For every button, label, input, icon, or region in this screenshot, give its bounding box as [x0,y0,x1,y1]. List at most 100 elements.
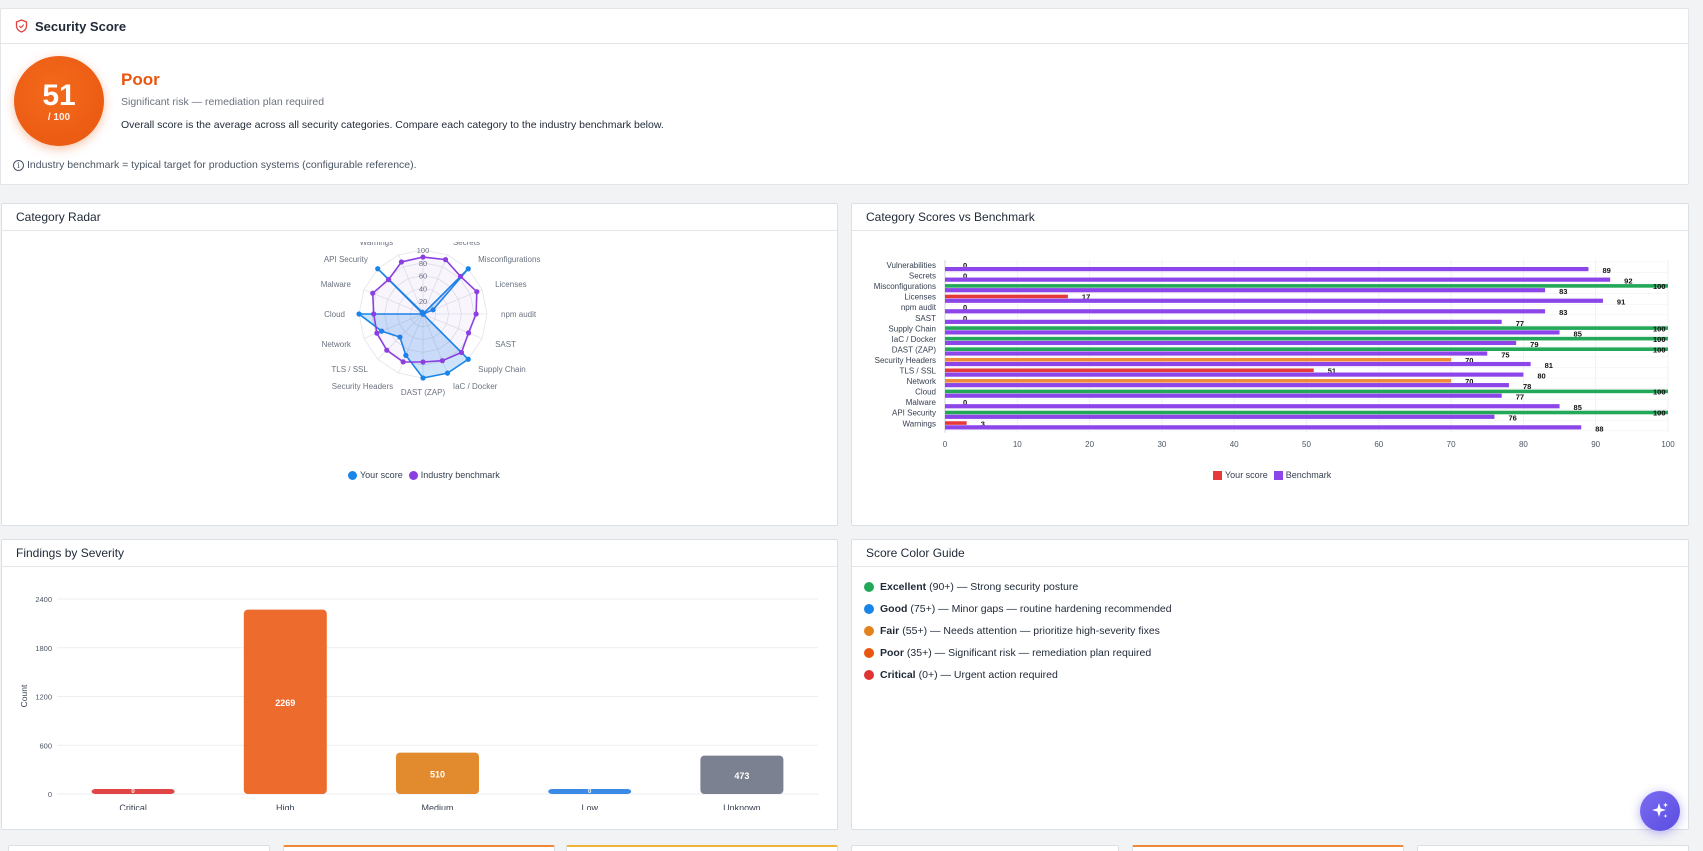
radar-benchmark-point [398,259,405,265]
bench-benchmark-bar [945,383,1509,388]
benchmark-legend: Your score Benchmark [1213,470,1331,480]
bench-your-score-bar [945,284,1668,288]
radar-benchmark-point [371,311,377,317]
bench-your-score-label: 70 [1465,377,1473,386]
bench-your-score-bar [945,336,1668,341]
bench-benchmark-label: 78 [1523,382,1531,391]
bench-your-score-bar [945,368,1314,373]
bench-x-tick-label: 60 [1374,440,1383,449]
legend-bench-benchmark[interactable]: Benchmark [1273,470,1332,480]
radar-category-label: Malware [321,280,352,289]
radar-your-score-point [397,334,403,340]
bench-benchmark-label: 83 [1559,308,1567,317]
severity-category-label: High [276,803,295,810]
bottom-card-2 [283,845,555,851]
category-radar-header: Category Radar [2,204,837,231]
bench-benchmark-bar [945,414,1495,419]
bench-your-score-bar [945,357,1452,362]
bench-benchmark-bar [945,267,1589,272]
legend-industry-benchmark[interactable]: Industry benchmark [408,470,500,480]
bench-benchmark-bar [945,340,1517,346]
category-benchmark-card: Category Scores vs Benchmark 0 10 20 30 40 50… [851,203,1689,526]
bench-your-score-label: 17 [1082,293,1090,302]
bench-your-score-label: 51 [1328,367,1336,376]
bench-benchmark-label: 85 [1574,329,1582,338]
radar-your-score-point [465,266,471,272]
radar-category-label: Supply Chain [478,365,526,374]
radar-tick-label: 80 [419,259,427,268]
bench-benchmark-bar [945,288,1546,293]
score-value: 51 [42,78,76,112]
bench-benchmark-label: 83 [1559,287,1567,296]
score-color-guide-title: Score Color Guide [866,546,965,560]
bench-x-tick-label: 0 [943,440,948,449]
radar-category-label: Secrets [453,242,480,247]
security-score-card: Security Score 51 / 100 Poor Significant… [0,8,1689,185]
radar-spoke [363,313,424,339]
radar-spoke [422,313,448,374]
bottom-card-5 [1132,845,1404,851]
bench-your-score-label: 3 [981,419,985,428]
severity-y-tick-label: 1200 [35,693,52,702]
assistant-button[interactable] [1640,791,1680,831]
radar-benchmark-point [400,359,406,365]
guide-item-name: Poor [880,646,904,659]
radar-your-score-point [375,266,381,272]
bench-your-score-bar [945,421,967,425]
bench-category-label: Malware [906,398,937,407]
severity-y-tick-label: 1800 [35,644,52,653]
severity-bar-unknown [700,755,784,794]
radar-benchmark-point [474,289,480,295]
score-max: / 100 [47,111,71,123]
category-radar-card: Category Radar 20406080100Vulnerabilitie… [1,203,838,526]
bench-benchmark-label: 91 [1617,298,1625,307]
radar-spoke [422,313,483,339]
category-benchmark-header: Category Scores vs Benchmark [852,204,1688,231]
critical-dot [864,669,874,680]
good-dot [864,603,874,614]
legend-bench-your-score[interactable]: Your score [1213,470,1268,480]
bench-x-tick-label: 10 [1013,440,1022,449]
bench-benchmark-bar [945,319,1502,324]
bench-your-score-label: 100 [1653,324,1666,333]
radar-benchmark-point [439,358,445,364]
guide-item-name: Excellent [880,580,927,593]
bench-your-score-bar [945,347,1668,351]
severity-category-label: Unknown [723,803,761,810]
score-rating: Poor [121,70,160,89]
bench-benchmark-label: 80 [1537,372,1545,381]
radar-benchmark-point [384,347,390,353]
bench-benchmark-label: 75 [1501,350,1509,359]
bench-benchmark-label: 89 [1602,266,1610,275]
guide-item-critical: Critical (0+) — Urgent action required [864,668,1172,681]
findings-severity-card: Findings by Severity 0 600 1200 1800 2400 Cou… [1,539,838,830]
bench-your-score-bar [945,410,1668,415]
score-badge: 51 / 100 [14,56,104,146]
severity-value-label: 0 [131,789,135,795]
bench-benchmark-bar [945,351,1488,356]
benchmark-note: i Industry benchmark = typical target fo… [13,159,417,171]
bottom-card-3 [566,845,838,851]
radar-your-score-point [420,375,426,381]
legend-bench-benchmark-label: Benchmark [1285,470,1332,480]
radar-category-label: Network [322,340,352,349]
severity-y-axis-label: Count [19,684,29,707]
bench-category-label: IaC / Docker [892,335,937,344]
severity-value-label: 0 [588,789,592,795]
bench-category-label: Licenses [904,293,936,302]
legend-your-score-label: Your score [360,470,403,480]
bench-category-label: npm audit [901,303,937,312]
bench-benchmark-label: 88 [1595,424,1603,433]
findings-severity-header: Findings by Severity [2,540,837,567]
legend-bench-your-score-label: Your score [1225,470,1268,480]
bench-benchmark-label: 81 [1545,361,1553,370]
radar-category-label: Licenses [495,280,527,289]
fair-dot [864,625,874,636]
sparkle-icon [1652,802,1668,818]
bench-your-score-bar [945,294,1068,299]
legend-your-score[interactable]: Your score [348,470,403,480]
score-color-guide-header: Score Color Guide [852,540,1688,567]
bench-your-score-label: 0 [963,314,967,323]
guide-item-text: — Needs attention — prioritize high-seve… [930,624,1160,637]
